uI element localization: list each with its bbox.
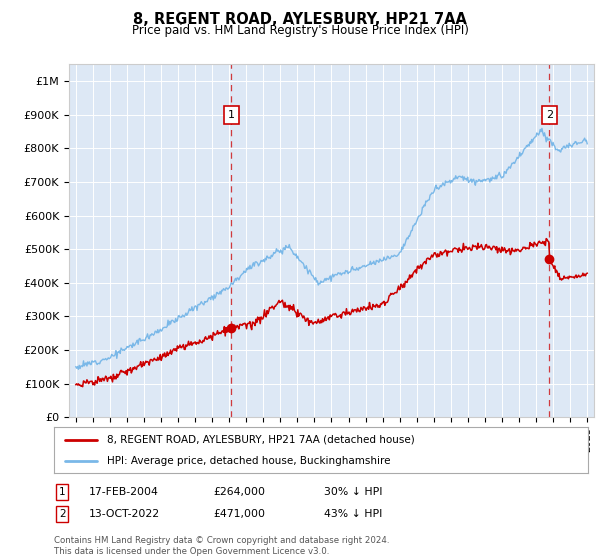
Text: 8, REGENT ROAD, AYLESBURY, HP21 7AA (detached house): 8, REGENT ROAD, AYLESBURY, HP21 7AA (det… [107, 435, 415, 445]
Text: £471,000: £471,000 [213, 509, 265, 519]
Text: Contains HM Land Registry data © Crown copyright and database right 2024.
This d: Contains HM Land Registry data © Crown c… [54, 536, 389, 556]
Text: 2: 2 [546, 110, 553, 120]
Text: 2: 2 [59, 509, 65, 519]
Text: 43% ↓ HPI: 43% ↓ HPI [324, 509, 382, 519]
Text: 13-OCT-2022: 13-OCT-2022 [89, 509, 160, 519]
Text: 1: 1 [59, 487, 65, 497]
Text: 1: 1 [228, 110, 235, 120]
Text: HPI: Average price, detached house, Buckinghamshire: HPI: Average price, detached house, Buck… [107, 456, 391, 466]
Text: Price paid vs. HM Land Registry's House Price Index (HPI): Price paid vs. HM Land Registry's House … [131, 24, 469, 36]
Text: 30% ↓ HPI: 30% ↓ HPI [324, 487, 383, 497]
Text: 17-FEB-2004: 17-FEB-2004 [89, 487, 158, 497]
Text: £264,000: £264,000 [213, 487, 265, 497]
Text: 8, REGENT ROAD, AYLESBURY, HP21 7AA: 8, REGENT ROAD, AYLESBURY, HP21 7AA [133, 12, 467, 27]
